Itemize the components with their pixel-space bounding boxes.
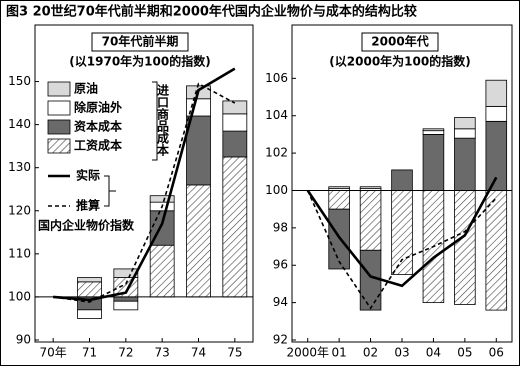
left-frame [34,24,254,343]
legend-swatch [47,138,71,154]
bar-segment [359,249,382,311]
bar-segment [113,296,139,302]
y-tick-label: 100 [265,183,288,197]
import-bracket [152,81,158,161]
x-tick-label: 2000年 [286,346,329,360]
panel-subtitle: (以2000年为100的指数) [329,54,470,69]
bar-segment [222,156,248,298]
bar-segment [77,277,102,283]
x-tick-label: 71 [82,346,97,360]
bar-segment [186,184,211,298]
x-tick-label: 75 [227,346,242,360]
bar-segment [328,186,350,190]
bar-segment [391,190,413,275]
legend-label: 工资成本 [74,138,122,153]
x-tick-label: 05 [457,346,472,360]
panel-title: 70年代前半期 [102,34,179,49]
legend-swatch [47,81,71,97]
bar-segment [113,300,139,311]
bar-segment [222,113,248,132]
bar-segment [485,79,508,107]
bar-segment [454,117,476,130]
x-tick-label: 72 [118,346,133,360]
bar-segment [186,115,211,186]
bar-segment [328,190,350,210]
x-tick-label: 02 [363,346,378,360]
y-tick-label: 92 [273,333,288,347]
panel-title: 2000年代 [371,34,428,49]
bar-segment [77,281,102,298]
bar-segment [454,137,476,191]
bar-segment [359,190,382,251]
bar-segment [422,130,445,135]
annotation: 国内企业物价指数 [38,218,135,233]
x-tick-label: 03 [394,346,409,360]
bar-segment [454,190,476,305]
y-tick-label: 102 [265,146,288,160]
price-bracket [104,175,116,207]
x-tick-label: 73 [155,346,170,360]
legend-label: 推算 [76,198,100,213]
left-header-box [91,32,189,52]
figure-title: 图3 20世纪70年代前半期和2000年代国内企业物价与成本的结构比较 [6,4,417,20]
y-tick-label: 140 [8,117,31,131]
y-tick-label: 100 [8,289,31,303]
y-tick-label: 98 [273,220,288,234]
line-series [306,190,497,310]
y-tick-label: 94 [273,295,288,309]
y-tick-label: 120 [8,203,31,217]
y-tick-label: 130 [8,160,31,174]
bar-segment [222,100,248,115]
bar-segment [485,105,508,122]
legend-swatch [47,119,71,135]
x-tick-label: 04 [426,346,441,360]
y-tick-label: 104 [265,108,288,122]
y-tick-label: 96 [273,258,288,272]
bar-segment [149,244,175,298]
legend-label: 实际 [76,168,100,183]
bar-segment [485,190,508,311]
legend-label: 除原油外 [74,100,122,115]
bar-segment [422,134,445,191]
line-series [306,176,498,288]
panel-subtitle: (以1970年为100的指数) [69,54,210,69]
legend-label: 资本成本 [74,119,122,134]
y-tick-label: 90 [16,333,31,347]
legend-swatch [47,100,71,116]
x-tick-label: 70年 [40,346,67,360]
bar-segment [422,128,445,132]
y-tick-label: 150 [8,74,31,88]
bar-segment [113,268,139,278]
bar-segment [359,186,382,190]
bar-segment [454,128,476,139]
line-series [53,82,236,303]
right-header-box [361,32,439,52]
bar-segment [222,130,248,158]
bar-segment [391,169,413,191]
x-tick-label: 74 [191,346,206,360]
bar-segment [77,309,102,319]
y-tick-label: 106 [265,71,288,85]
x-tick-label: 06 [489,346,504,360]
x-tick-label: 01 [332,346,347,360]
y-tick-label: 110 [8,246,31,260]
legend-label: 原油 [74,81,98,96]
annotation: 进口商品成本 [156,83,170,157]
bar-segment [149,195,175,203]
